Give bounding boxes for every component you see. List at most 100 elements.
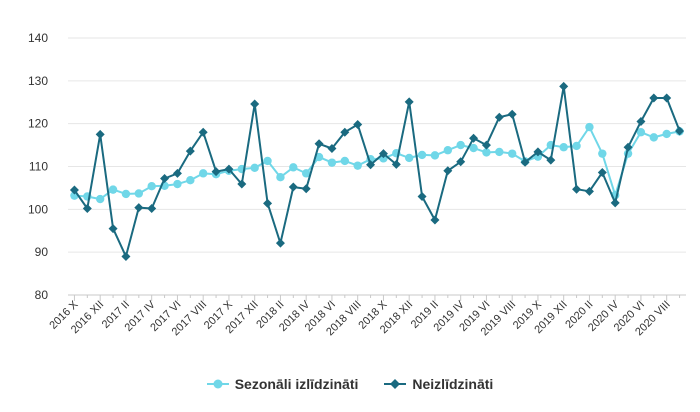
data-point[interactable]: [173, 179, 182, 189]
data-point[interactable]: [469, 133, 479, 143]
data-point[interactable]: [185, 146, 195, 156]
data-point[interactable]: [366, 160, 376, 170]
data-point[interactable]: [404, 97, 414, 107]
data-point[interactable]: [533, 147, 543, 157]
data-point[interactable]: [417, 191, 427, 201]
data-point[interactable]: [224, 164, 234, 174]
data-point[interactable]: [314, 152, 324, 162]
data-point[interactable]: [250, 99, 260, 109]
data-point[interactable]: [327, 158, 337, 167]
grid: [68, 37, 686, 296]
data-point[interactable]: [340, 156, 350, 166]
data-point[interactable]: [404, 153, 414, 163]
data-point[interactable]: [353, 120, 363, 130]
data-point[interactable]: [430, 151, 440, 160]
data-point[interactable]: [121, 251, 131, 261]
data-point[interactable]: [494, 112, 504, 122]
data-point[interactable]: [134, 203, 144, 213]
legend-item-unadjusted[interactable]: Neizlīdzināti: [384, 376, 493, 392]
data-point[interactable]: [391, 159, 401, 169]
data-point[interactable]: [585, 122, 594, 132]
data-point[interactable]: [69, 185, 79, 195]
data-point[interactable]: [160, 173, 170, 183]
data-point[interactable]: [417, 150, 427, 160]
data-point[interactable]: [584, 186, 594, 196]
data-point[interactable]: [598, 149, 607, 158]
data-point[interactable]: [559, 81, 569, 91]
data-point[interactable]: [507, 109, 517, 119]
data-point[interactable]: [495, 147, 504, 157]
y-axis: 80 90 100 110 120 130 140: [28, 31, 48, 302]
data-point[interactable]: [327, 144, 337, 154]
data-point[interactable]: [275, 238, 285, 248]
data-point[interactable]: [443, 146, 453, 155]
data-point[interactable]: [597, 167, 607, 177]
data-point[interactable]: [250, 163, 259, 172]
series-unadjusted: [69, 81, 685, 261]
data-point[interactable]: [378, 149, 388, 159]
data-point[interactable]: [95, 194, 105, 204]
data-point[interactable]: [198, 169, 208, 178]
data-point[interactable]: [456, 140, 465, 150]
data-point[interactable]: [649, 93, 659, 103]
legend-item-seasonal[interactable]: Sezonāli izlīdzināti: [206, 376, 359, 392]
data-point[interactable]: [662, 129, 671, 139]
data-point[interactable]: [520, 157, 530, 167]
series-line: [73, 85, 681, 258]
data-point[interactable]: [649, 133, 659, 142]
y-tick-label: 120: [28, 117, 48, 131]
data-point[interactable]: [636, 128, 646, 137]
data-point[interactable]: [288, 182, 298, 192]
data-point[interactable]: [340, 127, 350, 137]
data-point[interactable]: [443, 166, 453, 176]
data-point[interactable]: [507, 149, 517, 158]
data-point[interactable]: [469, 143, 478, 153]
y-tick-label: 110: [29, 160, 48, 174]
data-point[interactable]: [636, 117, 646, 127]
data-point[interactable]: [147, 182, 156, 191]
y-tick-label: 130: [28, 74, 48, 88]
data-point[interactable]: [276, 173, 285, 182]
data-point[interactable]: [314, 139, 324, 149]
data-point[interactable]: [147, 203, 157, 213]
data-point[interactable]: [237, 179, 247, 189]
data-point[interactable]: [662, 93, 672, 103]
legend: Sezonāli izlīdzināti Neizlīdzināti: [0, 376, 700, 392]
data-point[interactable]: [481, 140, 491, 150]
data-point[interactable]: [172, 168, 182, 178]
data-point[interactable]: [82, 203, 92, 213]
data-point[interactable]: [353, 161, 362, 170]
data-point[interactable]: [211, 167, 221, 177]
y-tick-label: 100: [28, 202, 48, 216]
data-point[interactable]: [675, 126, 685, 136]
data-point[interactable]: [559, 143, 568, 152]
data-point[interactable]: [95, 129, 105, 139]
data-point[interactable]: [610, 198, 620, 208]
data-point[interactable]: [186, 176, 195, 185]
data-point[interactable]: [482, 148, 491, 157]
data-point[interactable]: [108, 185, 118, 194]
data-point[interactable]: [572, 141, 581, 151]
data-point[interactable]: [456, 157, 466, 167]
data-point[interactable]: [134, 189, 144, 198]
legend-symbol-seasonal: [206, 379, 229, 389]
data-point[interactable]: [121, 189, 131, 199]
data-point[interactable]: [430, 215, 440, 225]
data-point[interactable]: [198, 127, 208, 137]
data-point[interactable]: [301, 169, 311, 178]
data-point[interactable]: [289, 163, 298, 172]
plot-area: [69, 81, 685, 261]
data-point[interactable]: [108, 224, 118, 234]
data-point[interactable]: [572, 184, 582, 194]
data-point[interactable]: [263, 156, 272, 166]
data-point[interactable]: [623, 142, 633, 152]
data-point[interactable]: [263, 198, 273, 208]
data-point[interactable]: [301, 184, 311, 194]
y-tick-label: 90: [35, 245, 49, 259]
legend-label-unadjusted: Neizlīdzināti: [412, 376, 494, 392]
y-tick-label: 80: [35, 288, 49, 302]
legend-label-seasonal: Sezonāli izlīdzināti: [234, 376, 359, 392]
data-point[interactable]: [546, 155, 556, 165]
y-tick-label: 140: [28, 31, 48, 45]
